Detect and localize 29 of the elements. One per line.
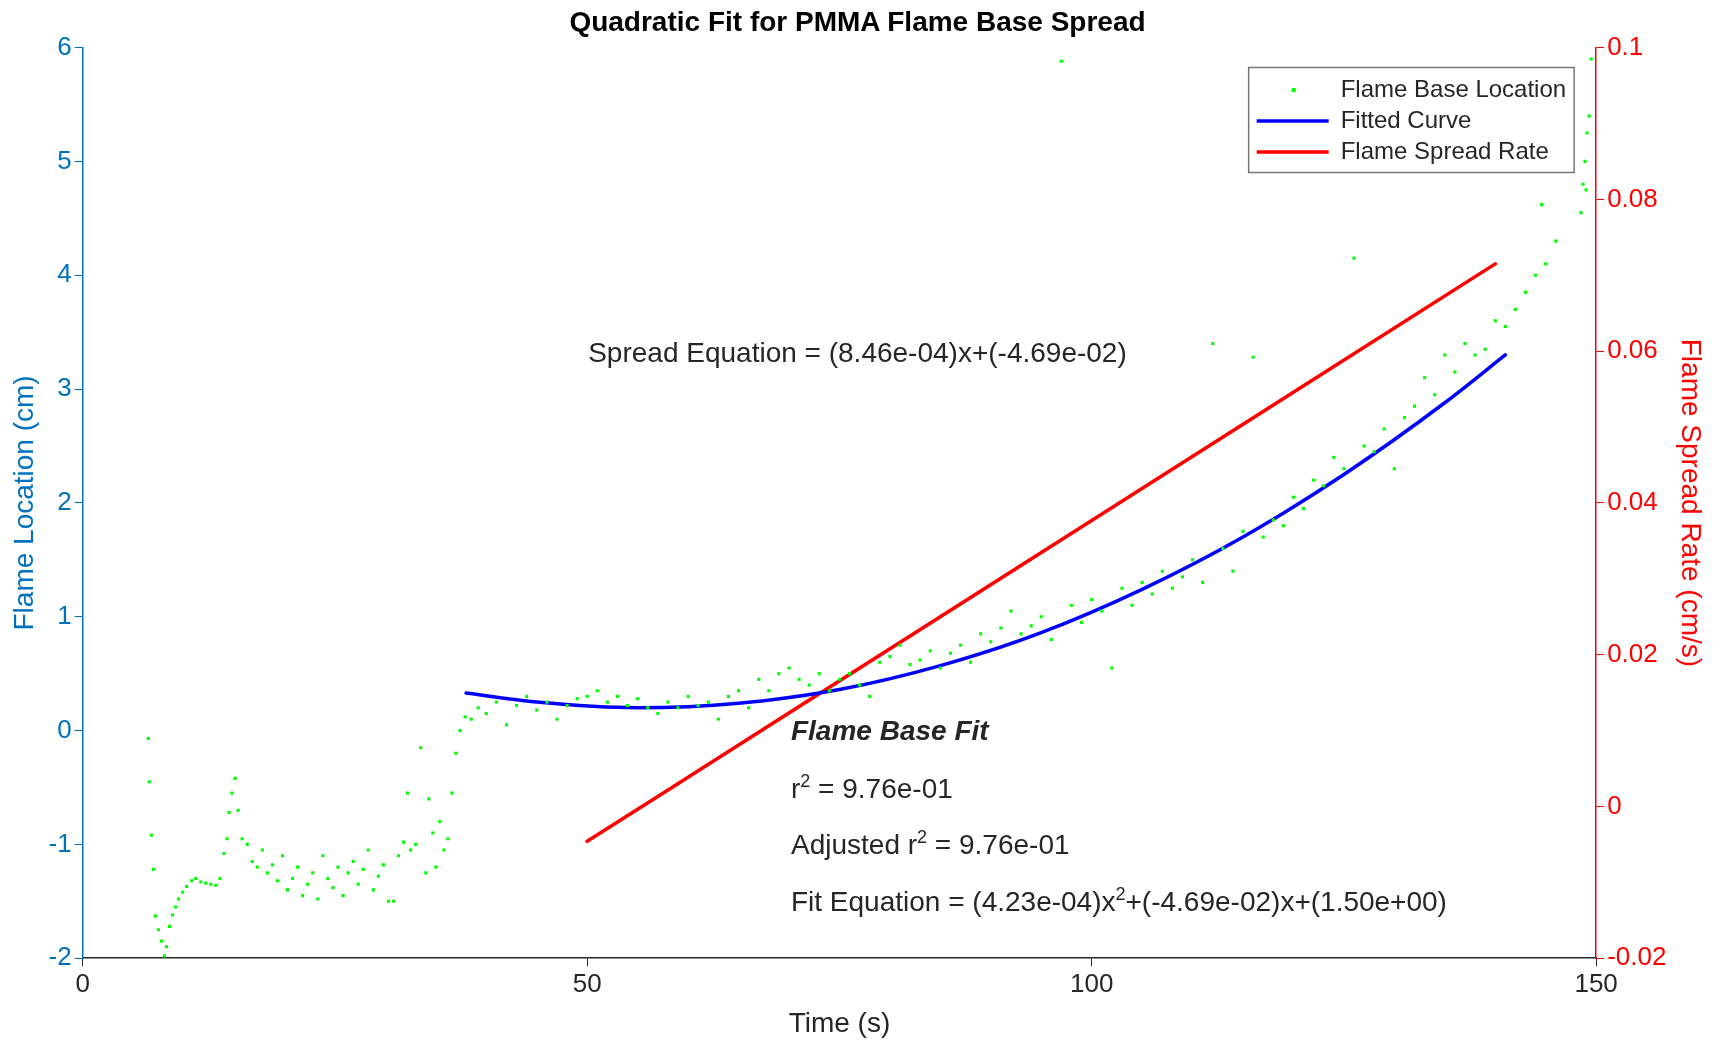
y2-tick-label: 0.1	[1607, 30, 1644, 61]
y-tick-label: 0	[57, 713, 72, 744]
x-axis-title: Time (s)	[788, 1006, 891, 1038]
y2-tick-label: 0.02	[1607, 637, 1658, 668]
y2-tick-label: 0.04	[1607, 486, 1658, 517]
y-tick-label: 2	[57, 486, 72, 517]
y-tick-label: -1	[48, 827, 72, 858]
annotation: Flame Base Fit	[790, 715, 989, 748]
legend-label: Fitted Curve	[1340, 105, 1472, 133]
legend-label: Flame Base Location	[1340, 74, 1567, 102]
y-tick-label: 6	[57, 30, 72, 61]
x-tick-label: 50	[572, 967, 602, 998]
annotation: Spread Equation = (8.46e-04)x+(-4.69e-02)	[588, 336, 1127, 369]
y-tick-label: 5	[57, 144, 72, 175]
x-tick-label: 100	[1069, 967, 1114, 998]
y-tick-label: 1	[57, 599, 72, 630]
annotation: Fit Equation = (4.23e-04)x$^{2}$+(-4.69e-02)x+(1.50e+00)	[790, 884, 1447, 918]
y-axis-title: Flame Location (cm)	[7, 375, 39, 631]
y-tick-label: -2	[48, 941, 72, 972]
y2-tick-label: 0	[1607, 789, 1622, 820]
y2-tick-label: 0.08	[1607, 182, 1658, 213]
annotation: r$^{2}$ = 9.76e-01	[790, 771, 953, 805]
y2-axis-title: Flame Spread Rate (cm/s)	[1676, 338, 1708, 668]
legend-label: Flame Spread Rate	[1340, 136, 1549, 164]
chart-title: Quadratic Fit for PMMA Flame Base Spread	[569, 5, 1146, 37]
y2-tick-label: 0.06	[1607, 334, 1658, 365]
y-tick-label: 4	[57, 258, 72, 289]
annotation: Adjusted r$^{2}$ = 9.76e-01	[790, 827, 1070, 862]
y-tick-label: 3	[57, 372, 72, 403]
